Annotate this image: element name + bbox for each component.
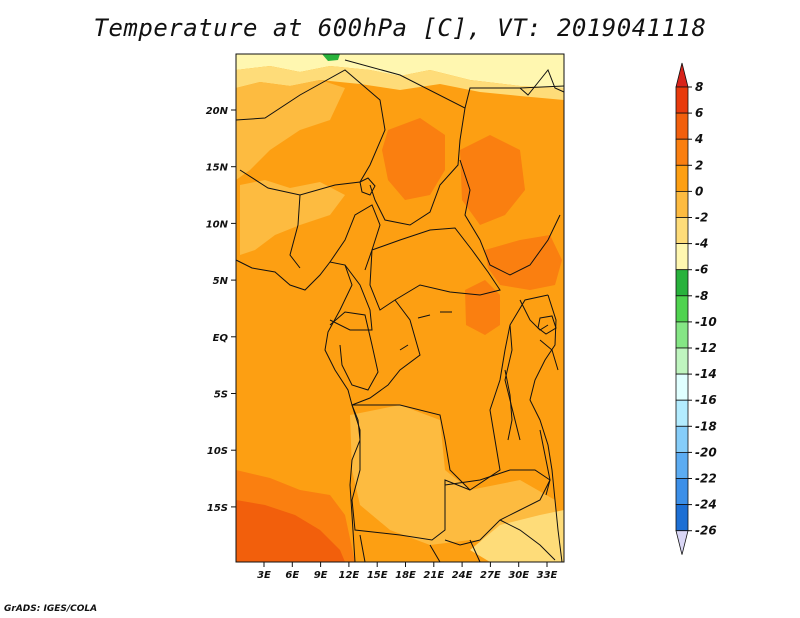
field-warm-chad [382,118,445,200]
lat-label: EQ [213,333,229,344]
lon-label: 21E [423,570,444,581]
border-angola-zambia [351,404,471,541]
colorbar-label: -22 [695,472,717,486]
colorbar-swatch [675,112,689,140]
colorbar-under-arrow [675,530,689,555]
field-cold-north [236,54,564,88]
lon-label: 30E [508,570,529,581]
lat-label: 15S [207,503,228,514]
colorbar-swatch [675,504,689,532]
colorbar-swatch [675,451,689,479]
lat-label: 5S [214,390,228,401]
colorbar-label: -12 [695,341,717,355]
colorbar-label: -4 [695,237,708,251]
colorbar-swatch [675,217,689,245]
colorbar-label: -2 [695,211,708,225]
colorbar-label: 4 [694,132,703,146]
field-mild-west [240,180,345,255]
borders [235,59,565,563]
colorbar-swatch [675,373,689,401]
field-warm-sudan [460,135,525,225]
field-warm-east [485,235,562,290]
border-lakes [504,299,559,441]
colorbar-label: -20 [695,445,717,459]
colorbar-label: -14 [695,367,717,381]
field-green-spot [322,54,340,61]
border-zambia [444,469,551,546]
colorbar-label: 2 [695,158,703,172]
border-gabon-congo [329,311,379,391]
field-cool-north [236,66,564,100]
colorbar-swatch [675,399,689,427]
border-mali-niger [235,69,386,196]
field-hot-ocean-southwest [236,500,345,562]
lat-label: 10N [206,219,229,230]
colorbar-label: 6 [695,106,703,120]
border-chad-sudan [464,85,565,109]
border-north-east [519,69,565,96]
border-east-africa [529,294,563,563]
colorbar-swatch [675,295,689,323]
colorbar-swatch [675,86,689,114]
lake-congo-islands [399,311,452,351]
colorbar-label: -6 [695,263,708,277]
colorbar: 8 6 4 2 0 -2 -4 -6 -8 -10 -12 -14 -16 -18 -20 -22 -24 -26 [675,62,717,555]
lon-label: 33E [537,570,558,581]
lon-label: 18E [395,570,416,581]
lat-label: 5N [213,276,229,287]
border-niger-chad [344,59,466,226]
lat-label: 20N [206,106,229,117]
lon-label: 3E [257,570,271,581]
colorbar-swatch [675,138,689,166]
lake-chad [359,177,376,196]
field-mild-northwest [236,80,345,180]
map-frame [235,53,565,563]
field-mild-south [350,405,560,545]
colorbar-label: -10 [695,315,717,329]
field-warm-central [465,280,500,335]
longitude-axis: 3E 6E 9E 12E 15E 18E 21E 24E 27E 30E 33E [257,562,558,581]
border-sudan-interior [459,159,561,276]
credit-text: GrADS: IGES/COLA [4,604,98,614]
lake-tanganyika [504,369,513,441]
border-car [369,227,501,311]
lake-malawi [539,429,551,496]
colorbar-label: 8 [695,80,703,94]
colorbar-swatch [675,269,689,297]
lon-label: 24E [452,570,473,581]
colorbar-swatch [675,478,689,506]
colorbar-swatch [675,164,689,192]
colorbar-swatch [675,243,689,271]
colorbar-swatch [675,190,689,218]
colorbar-label: -24 [695,498,717,512]
lake-victoria [537,315,557,335]
lon-label: 6E [285,570,299,581]
colorbar-swatch [675,347,689,375]
lon-label: 9E [314,570,328,581]
colorbar-label: -18 [695,419,717,433]
colorbar-label: -8 [695,289,708,303]
temperature-field [236,54,564,562]
lon-label: 12E [339,570,360,581]
lat-label: 10S [207,446,228,457]
lon-label: 15E [367,570,388,581]
map-title: Temperature at 600hPa [C], VT: 201904111… [93,14,707,42]
border-drc [351,294,549,491]
border-cameroon [329,264,373,331]
colorbar-label: 0 [695,184,703,198]
lon-label: 27E [480,570,501,581]
border-southeast [359,519,556,563]
colorbar-label: -26 [695,524,717,538]
colorbar-swatch [675,321,689,349]
colorbar-swatch [675,425,689,453]
lat-label: 15N [206,163,229,174]
coastline-west [235,259,361,563]
field-cool-southeast [470,510,564,562]
latitude-axis: 20N 15N 10N 5N EQ 5S 10S 15S [206,106,236,514]
colorbar-over-arrow [675,62,689,88]
colorbar-label: -16 [695,393,717,407]
